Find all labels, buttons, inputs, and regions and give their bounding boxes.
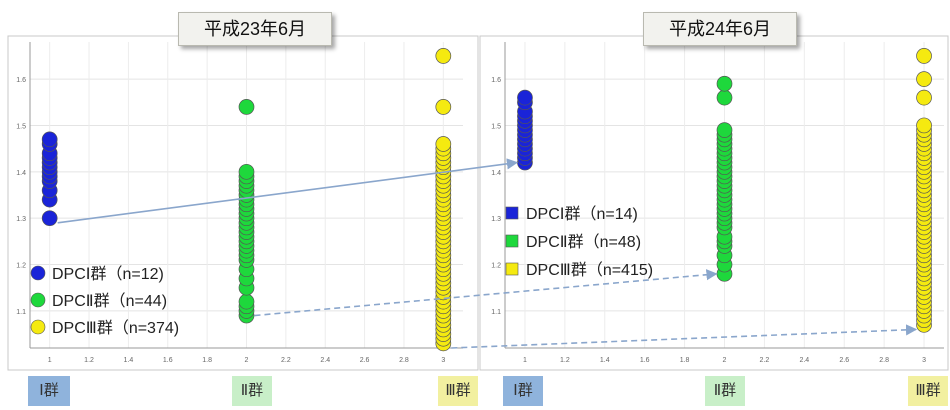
y-tick-label: 1.6	[16, 77, 26, 84]
x-tick-label: 2	[723, 357, 727, 364]
x-tick-label: 1	[523, 357, 527, 364]
y-tick-label: 1.2	[491, 263, 501, 270]
transition-arrow	[254, 269, 718, 317]
y-tick-label: 1.2	[16, 263, 26, 270]
data-point	[916, 48, 932, 64]
data-point	[716, 122, 733, 138]
data-point	[435, 99, 452, 115]
data-point	[716, 75, 733, 92]
y-tick-label: 1.5	[491, 123, 501, 130]
group-label-2-right: Ⅱ群	[705, 376, 745, 406]
legend-marker	[30, 319, 46, 335]
x-tick-label: 3	[922, 357, 926, 364]
x-tick-label: 1.4	[600, 357, 610, 364]
legend-marker	[505, 262, 519, 276]
x-tick-label: 2.6	[839, 357, 849, 364]
x-tick-label: 1.2	[560, 357, 570, 364]
x-tick-label: 2.2	[281, 357, 291, 364]
legend-label: DPCⅢ群（n=415)	[526, 261, 653, 279]
group-label-3-right: Ⅲ群	[908, 376, 948, 406]
transition-arrows	[57, 158, 918, 349]
y-tick-label: 1.6	[491, 77, 501, 84]
x-tick-label: 1.4	[124, 357, 134, 364]
y-tick-label: 1.3	[491, 216, 501, 223]
x-tick-label: 1.8	[202, 357, 212, 364]
legend-label: DPCⅠ群（n=14)	[526, 205, 638, 223]
legend-label: DPCⅡ群（n=48)	[526, 233, 641, 251]
y-tick-label: 1.1	[491, 309, 501, 316]
x-tick-label: 2.8	[399, 357, 409, 364]
legend-marker	[30, 292, 46, 308]
data-point	[435, 48, 452, 64]
data-point	[435, 136, 452, 152]
x-tick-label: 2.4	[799, 357, 809, 364]
group-label-1-left: Ⅰ群	[28, 376, 70, 406]
legend-label: DPCⅢ群（n=374)	[52, 319, 179, 337]
x-tick-label: 2.4	[320, 357, 330, 364]
chart-title-h24: 平成24年6月	[643, 12, 797, 46]
y-tick-label: 1.5	[16, 123, 26, 130]
x-tick-label: 1.6	[163, 357, 173, 364]
chart-h24: 1.1 1.2 1.3 1.4 1.5 1.6 1 1.2 1.4 1.6 1.8 2 2.2 2.4 2.…	[479, 35, 949, 371]
transition-arrow	[57, 158, 519, 224]
data-point	[238, 293, 255, 310]
x-tick-label: 1.8	[680, 357, 690, 364]
transition-arrow	[451, 324, 918, 349]
data-point	[238, 99, 255, 115]
plot-frame	[479, 35, 949, 371]
y-tick-label: 1.4	[16, 170, 26, 177]
x-tick-label: 1	[48, 357, 52, 364]
legend-marker	[30, 265, 46, 281]
legend-label: DPCⅠ群（n=12)	[52, 265, 164, 283]
x-tick-label: 1.6	[640, 357, 650, 364]
data-point	[716, 89, 733, 106]
legend-marker	[505, 234, 519, 248]
data-point	[41, 210, 58, 227]
legends: DPCⅠ群（n=12) DPCⅡ群（n=44) DPCⅢ群（n=374) DPCⅠ群（…	[30, 205, 653, 337]
data-point	[916, 71, 932, 87]
data-point	[916, 89, 932, 106]
group-label-3-left: Ⅲ群	[438, 376, 478, 406]
x-tick-label: 3	[441, 357, 445, 364]
x-tick-label: 2.6	[360, 357, 370, 364]
y-tick-label: 1.3	[16, 216, 26, 223]
data-point	[916, 117, 932, 134]
group-label-1-right: Ⅰ群	[503, 376, 543, 406]
group-label-2-left: Ⅱ群	[232, 376, 272, 406]
y-tick-label: 1.4	[491, 170, 501, 177]
data-point	[517, 89, 533, 106]
chart-title-h23: 平成23年6月	[178, 12, 332, 46]
legend-label: DPCⅡ群（n=44)	[52, 292, 167, 310]
x-tick-label: 2.2	[760, 357, 770, 364]
legend-marker	[505, 206, 519, 220]
data-point	[41, 131, 58, 148]
x-tick-label: 1.2	[84, 357, 94, 364]
x-tick-label: 2.8	[879, 357, 889, 364]
x-tick-label: 2	[245, 357, 249, 364]
chart-h23: 1.1 1.2 1.3 1.4 1.5 1.6 1 1.2 1.4 1.6 1.8 2 2.2 2.4 2.…	[7, 35, 479, 371]
data-point	[238, 163, 255, 180]
y-tick-label: 1.1	[16, 309, 26, 316]
